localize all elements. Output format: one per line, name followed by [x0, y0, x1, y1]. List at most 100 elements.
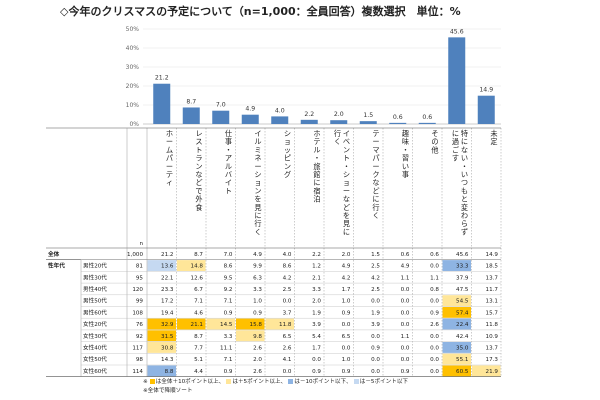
category-label-char: ー — [372, 137, 379, 146]
cell-highlight — [147, 365, 176, 377]
category-label-char: ど — [372, 186, 379, 195]
category-label-char: ホ — [166, 129, 173, 138]
cell-value: 0.0 — [342, 345, 351, 351]
cell-value: 0.0 — [371, 357, 380, 363]
row-n: 92 — [136, 334, 143, 340]
legend-high10: は全体＋10ポイント以上、 — [155, 379, 225, 385]
y-tick-label: 50% — [126, 26, 140, 33]
y-tick-label: 0% — [129, 121, 139, 128]
category-label-char: な — [372, 178, 379, 187]
cell-value: 7.7 — [194, 345, 203, 351]
category-label-char: く — [334, 137, 341, 146]
category-label-char: シ — [284, 129, 291, 138]
row-n: 99 — [136, 299, 144, 305]
row-label: 男性50代 — [83, 297, 107, 305]
bar-value-label: 45.6 — [450, 28, 464, 35]
category-label-char: を — [343, 211, 350, 220]
cell-value: 1.7 — [312, 345, 321, 351]
cell-value: 0.0 — [312, 357, 321, 363]
category-label-char: レ — [195, 129, 202, 138]
cell-value: 1.1 — [430, 275, 439, 281]
category-label-char: ン — [343, 145, 350, 154]
category-label-char: そ — [431, 129, 438, 138]
category-label-char: ・ — [313, 154, 320, 163]
cell-value: 2.5 — [371, 287, 380, 293]
cell-highlight — [442, 260, 471, 271]
cell-highlight — [177, 318, 206, 330]
bar-value-label: 0.6 — [393, 114, 403, 121]
cell-value: 13.7 — [486, 345, 499, 351]
cell-value: 0.9 — [312, 369, 321, 375]
row-label: 女性50代 — [83, 355, 107, 363]
cell-value: 45.6 — [456, 252, 469, 258]
category-label-char: 変 — [461, 203, 468, 212]
cell-value: 1.9 — [371, 310, 380, 316]
category-label-char: わ — [461, 211, 468, 220]
category-label-char: マ — [372, 145, 379, 154]
cell-value: 4.2 — [342, 275, 351, 281]
category-label-char: ・ — [225, 145, 232, 154]
cell-value: 31.5 — [161, 334, 174, 340]
cell-value: 2.6 — [253, 345, 262, 351]
bar-value-label: 7.0 — [216, 102, 226, 109]
cell-value: 3.3 — [224, 334, 233, 340]
category-label-char: 味 — [402, 137, 409, 146]
cell-value: 14.5 — [220, 322, 233, 328]
cell-highlight — [442, 306, 471, 318]
cell-value: 42.4 — [456, 334, 469, 340]
legend-swatch-low10 — [288, 379, 294, 384]
category-label-char: も — [461, 186, 468, 195]
category-label-char: に — [343, 227, 350, 236]
cell-value: 0.9 — [371, 345, 380, 351]
category-label-char: で — [195, 186, 202, 195]
cell-value: 8.7 — [194, 252, 203, 258]
category-label-char: を — [254, 195, 261, 204]
cell-highlight — [236, 330, 265, 342]
category-label-char: ッ — [284, 145, 291, 154]
bar-value-label: 4.9 — [245, 106, 255, 113]
bar — [330, 120, 348, 124]
cell-value: 3.3 — [312, 287, 321, 293]
cell-value: 21.2 — [161, 252, 173, 258]
cell-value: 17.2 — [161, 299, 173, 305]
category-label-char: 見 — [343, 219, 350, 228]
category-label-char: 趣 — [402, 129, 409, 138]
legend-prefix: ※ — [143, 379, 148, 385]
category-label-char: テ — [166, 170, 173, 179]
cell-highlight — [442, 318, 471, 330]
category-label-char: テ — [313, 137, 320, 146]
bar — [300, 119, 318, 124]
category-label-char: ら — [461, 219, 468, 228]
row-label: 女性40代 — [83, 343, 107, 351]
cell-value: 37.9 — [456, 275, 469, 281]
category-label-char: 特 — [461, 129, 468, 138]
cell-value: 15.7 — [486, 310, 499, 316]
category-label-char: 過 — [452, 137, 459, 146]
category-label-char: に — [313, 178, 320, 187]
category-label-char: ト — [343, 154, 350, 163]
category-label-char: バ — [225, 170, 232, 179]
cell-value: 3.3 — [253, 287, 262, 293]
legend-swatch-high10 — [149, 379, 155, 384]
cell-value: 60.5 — [456, 369, 469, 375]
cell-value: 32.9 — [161, 322, 174, 328]
cell-value: 6.5 — [342, 334, 351, 340]
cell-value: 1.1 — [401, 275, 410, 281]
category-label-char: い — [461, 170, 468, 179]
cell-value: 2.6 — [283, 345, 292, 351]
cell-highlight — [442, 342, 471, 353]
category-label-char: 食 — [195, 203, 202, 212]
bar-value-label: 2.0 — [334, 111, 344, 118]
category-label-char: ミ — [254, 145, 261, 154]
category-label-char: ア — [225, 154, 232, 163]
cell-value: 14.9 — [486, 252, 499, 258]
category-label-char: 館 — [313, 170, 320, 179]
category-label-char: ト — [195, 145, 202, 154]
category-label-char: 宿 — [313, 186, 320, 195]
category-label-char: ホ — [313, 129, 320, 138]
category-label-char: ー — [166, 137, 173, 146]
category-label-char: ル — [254, 137, 261, 146]
category-label-char: ト — [225, 186, 232, 195]
cell-value: 14.3 — [161, 357, 174, 363]
category-label-char: 習 — [402, 154, 409, 163]
